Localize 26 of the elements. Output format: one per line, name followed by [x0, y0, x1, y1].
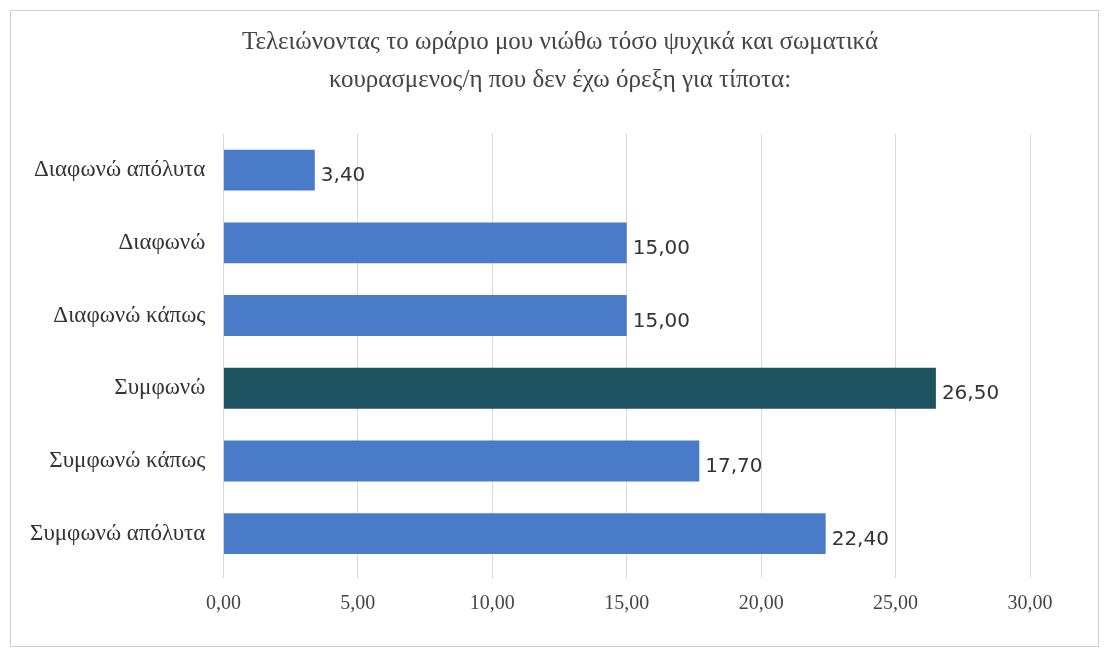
y-tick-label: Διαφωνώ απόλυτα: [34, 156, 206, 182]
data-label: 15,00: [632, 307, 690, 332]
data-label: 22,40: [831, 525, 889, 550]
bar: [223, 513, 826, 555]
bar: [223, 149, 315, 191]
x-tick-label: 30,00: [1007, 591, 1053, 614]
y-tick-label: Συμφωνώ κάπως: [49, 447, 206, 472]
chart-title: Τελειώνοντας το ωράριο μου νιώθω τόσο ψυχικά και σωματικά κουρασμενος/η που δεν έχω όρεξη για τίποτα:: [240, 26, 880, 94]
y-tick-label: Διαφωνώ κάπως: [53, 301, 206, 327]
x-tick-label: 20,00: [738, 591, 784, 614]
y-tick-label: Συμφωνώ απόλυτα: [30, 519, 206, 545]
data-label: 3,40: [320, 162, 366, 187]
data-label: 17,70: [705, 453, 763, 478]
y-tick-label: Συμφωνώ: [114, 374, 206, 400]
bar: [223, 295, 627, 336]
data-label: 15,00: [632, 235, 690, 260]
bar: [223, 440, 700, 482]
y-tick-label: Διαφωνώ: [118, 228, 206, 254]
x-tick-label: 5,00: [340, 591, 376, 614]
bar: [223, 367, 936, 409]
x-tick-label: 0,00: [205, 591, 241, 614]
x-tick-label: 25,00: [873, 591, 919, 614]
bar: [223, 222, 627, 264]
data-label: 26,50: [941, 380, 1000, 405]
x-tick-label: 10,00: [469, 591, 515, 614]
x-tick-label: 15,00: [604, 591, 650, 614]
